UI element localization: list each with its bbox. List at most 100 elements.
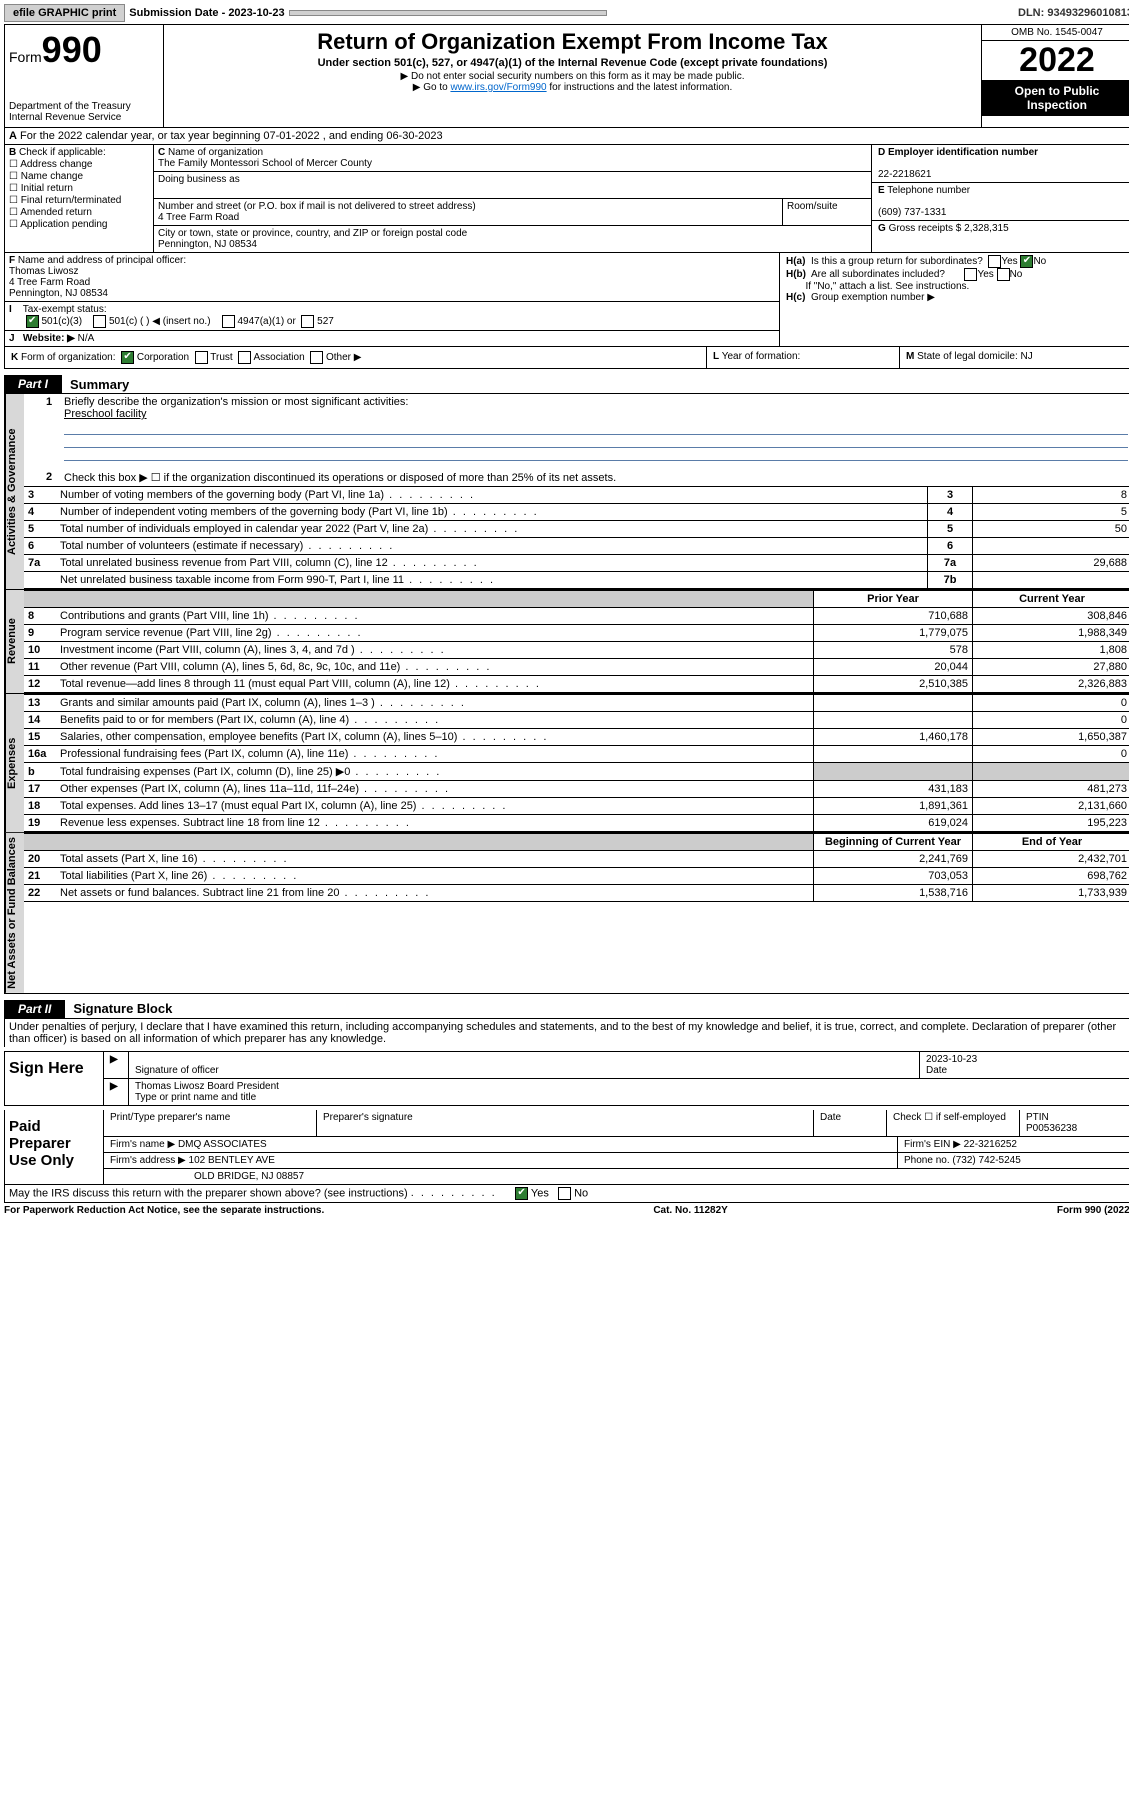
header-note1: ▶ Do not enter social security numbers o… [168, 71, 977, 82]
gross-receipts: 2,328,315 [964, 223, 1009, 234]
header-subtitle: Under section 501(c), 527, or 4947(a)(1)… [168, 57, 977, 69]
date-label: Date [926, 1065, 947, 1076]
hc: Group exemption number ▶ [811, 292, 935, 303]
chk-address[interactable]: ☐ Address change [9, 159, 149, 170]
chk-trust[interactable] [195, 351, 208, 364]
chk-501c3[interactable]: ✔ [26, 315, 39, 328]
chk-501c[interactable] [93, 315, 106, 328]
ptin-label: PTIN [1026, 1112, 1049, 1123]
officer-city: Pennington, NJ 08534 [9, 288, 108, 299]
part1-header: Part I Summary [4, 375, 1129, 393]
hb-no[interactable] [997, 268, 1010, 281]
firm-name: DMQ ASSOCIATES [178, 1139, 267, 1150]
mission: Preschool facility [64, 408, 147, 420]
c-name-label: Name of organization [168, 147, 263, 158]
firm-ein-label: Firm's EIN ▶ [904, 1139, 961, 1150]
prep-sig-label: Preparer's signature [323, 1112, 413, 1123]
ha-no[interactable]: ✔ [1020, 255, 1033, 268]
officer-addr: 4 Tree Farm Road [9, 277, 90, 288]
footer-right: Form 990 (2022) [1057, 1205, 1129, 1216]
rev-table: Prior YearCurrent Year8Contributions and… [24, 590, 1129, 693]
l1: Briefly describe the organization's miss… [64, 396, 408, 408]
tax-year: 2022 [982, 41, 1129, 80]
efile-btn[interactable]: efile GRAPHIC print [4, 4, 125, 22]
ha: Is this a group return for subordinates? [811, 256, 983, 267]
self-employed[interactable]: Check ☐ if self-employed [893, 1112, 1006, 1123]
phone: (732) 742-5245 [952, 1155, 1020, 1166]
ein: 22-2218621 [878, 169, 931, 180]
header-title: Return of Organization Exempt From Incom… [168, 29, 977, 55]
sig-intro: Under penalties of perjury, I declare th… [4, 1018, 1129, 1047]
ptin: P00536238 [1026, 1123, 1077, 1134]
chk-4947[interactable] [222, 315, 235, 328]
form990-link[interactable]: www.irs.gov/Form990 [450, 82, 546, 93]
firm-addr1: 102 BENTLEY AVE [189, 1155, 275, 1166]
omb: OMB No. 1545-0047 [982, 25, 1129, 41]
row-k: K Form of organization: ✔ Corporation Tr… [4, 347, 1129, 369]
gov-table: 3Number of voting members of the governi… [24, 486, 1129, 589]
note2-post: for instructions and the latest informat… [547, 82, 733, 93]
form-label: Form [9, 49, 42, 65]
exp-table: 13Grants and similar amounts paid (Part … [24, 694, 1129, 832]
city-label: City or town, state or province, country… [158, 228, 467, 239]
officer-name-title: Thomas Liwosz Board President [135, 1081, 279, 1092]
chk-amended[interactable]: ☐ Amended return [9, 207, 149, 218]
firm-ein: 22-3216252 [964, 1139, 1017, 1150]
chk-pending[interactable]: ☐ Application pending [9, 219, 149, 230]
part1-title: Summary [70, 377, 129, 392]
part1-body: Activities & Governance 1Briefly describ… [4, 393, 1129, 994]
hb: Are all subordinates included? [811, 269, 945, 280]
chk-corp[interactable]: ✔ [121, 351, 134, 364]
i-label: Tax-exempt status: [23, 304, 107, 315]
f-label: Name and address of principal officer: [18, 255, 186, 266]
net-table: Beginning of Current YearEnd of Year20To… [24, 833, 1129, 902]
hb-yes[interactable] [964, 268, 977, 281]
chk-assoc[interactable] [238, 351, 251, 364]
form-header: Form990 Department of the Treasury Inter… [4, 24, 1129, 128]
website: N/A [78, 333, 95, 344]
hb-note: If "No," attach a list. See instructions… [805, 281, 969, 292]
firm-addr-label: Firm's address ▶ [110, 1155, 186, 1166]
sign-here: Sign Here [5, 1052, 104, 1105]
discuss-yes[interactable]: ✔ [515, 1187, 528, 1200]
footer: For Paperwork Reduction Act Notice, see … [4, 1205, 1129, 1216]
form-number: 990 [42, 29, 102, 70]
dba-label: Doing business as [158, 174, 240, 185]
section-fih: F Name and address of principal officer:… [4, 253, 1129, 347]
sidebar-governance: Activities & Governance [5, 394, 24, 589]
chk-final[interactable]: ☐ Final return/terminated [9, 195, 149, 206]
addr-label: Number and street (or P.O. box if mail i… [158, 201, 476, 212]
sig-date: 2023-10-23 [926, 1054, 977, 1065]
preparer-block: Paid Preparer Use Only Print/Type prepar… [4, 1110, 1129, 1185]
chk-initial[interactable]: ☐ Initial return [9, 183, 149, 194]
m-label: State of legal domicile: NJ [917, 351, 1033, 362]
chk-527[interactable] [301, 315, 314, 328]
paid-preparer: Paid Preparer Use Only [5, 1110, 104, 1184]
discuss-row: May the IRS discuss this return with the… [4, 1185, 1129, 1203]
part2-tab: Part II [4, 1000, 65, 1018]
signature-block: Sign Here ▶ Signature of officer 2023-10… [4, 1051, 1129, 1106]
name-title-label: Type or print name and title [135, 1092, 256, 1103]
chk-name[interactable]: ☐ Name change [9, 171, 149, 182]
k-label: Form of organization: [21, 352, 116, 363]
ha-yes[interactable] [988, 255, 1001, 268]
l2: Check this box ▶ ☐ if the organization d… [64, 472, 616, 484]
row-a: A For the 2022 calendar year, or tax yea… [4, 128, 1129, 145]
sidebar-revenue: Revenue [5, 590, 24, 693]
b-label: Check if applicable: [19, 147, 106, 158]
room-label: Room/suite [783, 199, 871, 225]
sidebar-netassets: Net Assets or Fund Balances [5, 833, 24, 993]
discuss-no[interactable] [558, 1187, 571, 1200]
irs: Internal Revenue Service [9, 112, 159, 123]
submission-date: Submission Date - 2023-10-23 [129, 7, 284, 19]
section-bcd: B Check if applicable: ☐ Address change … [4, 145, 1129, 253]
open-public: Open to Public Inspection [982, 80, 1129, 116]
footer-mid: Cat. No. 11282Y [324, 1205, 1057, 1216]
city: Pennington, NJ 08534 [158, 239, 257, 250]
part2-title: Signature Block [73, 1001, 172, 1016]
part2-header: Part II Signature Block [4, 1000, 1129, 1018]
sig-officer-label: Signature of officer [135, 1065, 219, 1076]
telephone: (609) 737-1331 [878, 207, 946, 218]
chk-other[interactable] [310, 351, 323, 364]
footer-left: For Paperwork Reduction Act Notice, see … [4, 1205, 324, 1216]
